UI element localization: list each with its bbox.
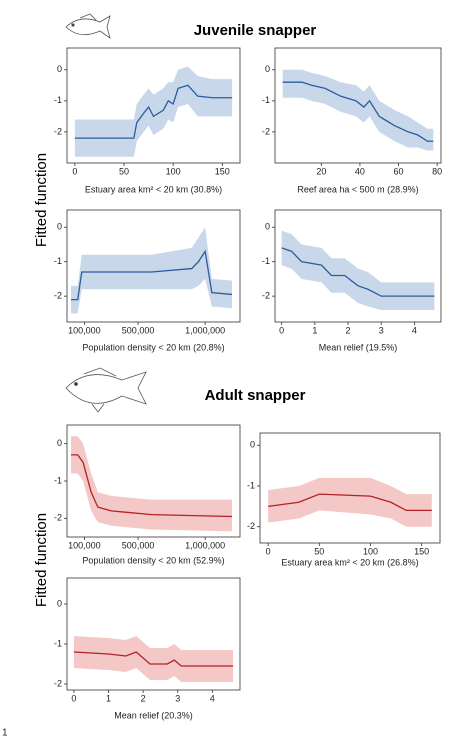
y-tick-label: -1: [262, 95, 270, 105]
confidence-band: [73, 636, 234, 682]
panel: -2 -1 0 0 1 2 3 4 Mean relief (19.5%): [262, 209, 442, 352]
fitted-line: [71, 454, 232, 518]
x-tick-label: 2: [346, 325, 351, 335]
panel: -2 -1 0 100,000 500,000 1,000,000 Population d…: [54, 424, 241, 565]
y-tick-label: -1: [54, 475, 62, 485]
x-tick-label: 100,000: [68, 325, 101, 335]
x-tick-label: 80: [432, 166, 442, 176]
x-axis-label: Reef area ha < 500 m (28.9%): [297, 184, 418, 194]
x-tick-label: 60: [394, 166, 404, 176]
section-title: Juvenile snapper: [194, 22, 317, 39]
confidence-band: [282, 69, 434, 151]
panel: -2 -1 0 0 1 2 3 4 Mean relief (20.3%): [54, 577, 241, 720]
confidence-band: [71, 227, 232, 314]
fitted-line: [74, 84, 233, 139]
y-tick-label: 0: [250, 440, 255, 450]
x-axis-label: Population density < 20 km (52.9%): [82, 555, 224, 565]
x-tick-label: 0: [71, 693, 76, 703]
x-tick-label: 1: [312, 325, 317, 335]
y-tick-label: -2: [54, 513, 62, 523]
x-tick-label: 100: [363, 546, 378, 556]
y-tick-label: -1: [262, 256, 270, 266]
x-tick-label: 100: [166, 166, 181, 176]
x-tick-label: 100,000: [68, 540, 101, 550]
x-tick-label: 3: [379, 325, 384, 335]
confidence-band: [281, 230, 435, 310]
x-tick-label: 2: [141, 693, 146, 703]
x-tick-label: 150: [414, 546, 429, 556]
y-tick-label: -1: [247, 480, 255, 490]
y-tick-label: 0: [57, 222, 62, 232]
y-axis-label: Fitted function: [33, 513, 50, 607]
y-tick-label: -1: [54, 638, 62, 648]
y-tick-label: -2: [54, 678, 62, 688]
x-tick-label: 4: [412, 325, 417, 335]
adult-fish-icon: [65, 367, 147, 413]
x-tick-label: 1: [106, 693, 111, 703]
confidence-band: [268, 477, 432, 527]
x-tick-label: 1,000,000: [185, 325, 225, 335]
x-tick-label: 500,000: [122, 325, 155, 335]
juvenile-fish-icon: [65, 13, 111, 39]
x-tick-label: 1,000,000: [185, 540, 225, 550]
x-axis-label: Estuary area km² < 20 km (26.8%): [281, 557, 418, 567]
y-tick-label: 0: [265, 222, 270, 232]
fitted-line: [281, 247, 435, 297]
fitted-line: [282, 81, 434, 142]
y-tick-label: -2: [262, 126, 270, 136]
confidence-band: [74, 66, 233, 157]
y-tick-label: -2: [262, 291, 270, 301]
section-title: Adult snapper: [205, 387, 306, 404]
x-tick-label: 50: [314, 546, 324, 556]
x-tick-label: 0: [266, 546, 271, 556]
y-tick-label: -2: [247, 521, 255, 531]
fitted-line: [268, 493, 432, 512]
y-tick-label: 0: [265, 64, 270, 74]
y-tick-label: -1: [54, 95, 62, 105]
panel: -2 -1 0 20 40 60 80 Reef area ha < 500 m (28.9%…: [262, 47, 442, 194]
y-tick-label: -2: [54, 291, 62, 301]
y-tick-label: 0: [57, 64, 62, 74]
y-tick-label: 0: [57, 598, 62, 608]
fitted-line: [71, 249, 233, 301]
y-tick-label: -2: [54, 126, 62, 136]
y-axis-label: Fitted function: [33, 153, 50, 247]
x-tick-label: 3: [175, 693, 180, 703]
x-axis-label: Population density < 20 km (20.8%): [82, 342, 224, 352]
x-tick-label: 4: [210, 693, 215, 703]
x-tick-label: 0: [72, 166, 77, 176]
panel: -2 -1 0 100,000 500,000 1,000,000 Population d…: [54, 209, 241, 352]
x-axis-label: Mean relief (19.5%): [319, 342, 398, 352]
x-tick-label: 150: [215, 166, 230, 176]
x-tick-label: 500,000: [122, 540, 155, 550]
panel: -2 -1 0 0 50 100 150 Estuary area km² < 20 km (…: [54, 47, 241, 194]
x-tick-label: 0: [279, 325, 284, 335]
figure-number: 1: [2, 728, 8, 739]
fitted-line: [73, 651, 234, 667]
x-axis-label: Estuary area km² < 20 km (30.8%): [85, 184, 222, 194]
x-tick-label: 50: [119, 166, 129, 176]
y-tick-label: -1: [54, 256, 62, 266]
x-axis-label: Mean relief (20.3%): [114, 710, 193, 720]
y-tick-label: 0: [57, 438, 62, 448]
x-tick-label: 20: [316, 166, 326, 176]
x-tick-label: 40: [355, 166, 365, 176]
confidence-band: [71, 436, 232, 532]
